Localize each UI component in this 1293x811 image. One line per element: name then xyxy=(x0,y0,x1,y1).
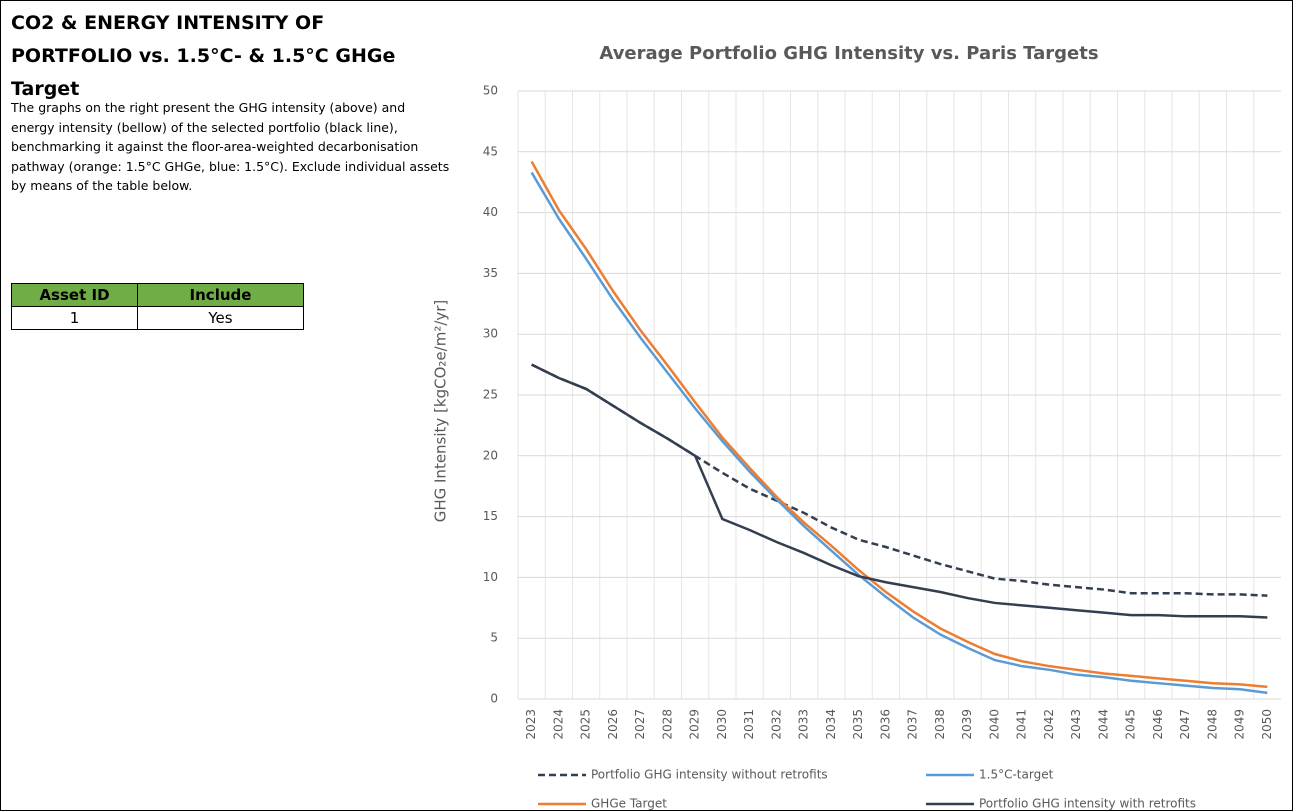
y-tick-label: 50 xyxy=(483,84,498,98)
series-line xyxy=(531,363,1268,619)
x-tick-label: 2050 xyxy=(1260,709,1274,740)
x-tick-label: 2029 xyxy=(688,709,702,740)
y-axis-label: GHG Intensity [kgCO₂e/m²/yr] xyxy=(432,300,450,523)
series-line xyxy=(530,171,1268,695)
x-tick-label: 2027 xyxy=(633,709,647,740)
y-tick-label: 35 xyxy=(483,266,498,280)
y-tick-label: 10 xyxy=(483,570,498,584)
y-tick-label: 25 xyxy=(483,388,498,402)
x-tick-label: 2048 xyxy=(1205,709,1219,740)
description: The graphs on the right present the GHG … xyxy=(11,100,450,193)
x-tick-label: 2040 xyxy=(987,709,1001,740)
y-tick-label: 20 xyxy=(483,448,498,462)
y-tick-label: 0 xyxy=(490,692,498,706)
x-tick-label: 2031 xyxy=(742,709,756,740)
x-tick-label: 2028 xyxy=(660,709,674,740)
x-tick-label: 2033 xyxy=(797,709,811,740)
x-tick-label: 2042 xyxy=(1042,709,1056,740)
x-tick-label: 2041 xyxy=(1015,709,1029,740)
y-tick-label: 15 xyxy=(483,509,498,523)
legend-label: GHGe Target xyxy=(591,797,667,811)
legend-label: Portfolio GHG intensity without retrofit… xyxy=(591,768,828,782)
x-tick-label: 2032 xyxy=(769,709,783,740)
x-tick-label: 2024 xyxy=(551,709,565,740)
cell: Yes xyxy=(137,306,304,330)
y-tick-label: 30 xyxy=(483,327,498,341)
legend-label: Portfolio GHG intensity with retrofits xyxy=(979,797,1196,811)
x-tick-label: 2037 xyxy=(906,709,920,740)
x-tick-label: 2046 xyxy=(1151,709,1165,740)
x-tick-label: 2026 xyxy=(606,709,620,740)
x-tick-label: 2030 xyxy=(715,709,729,740)
x-tick-label: 2034 xyxy=(824,709,838,740)
sheet-title: CO2 & ENERGY INTENSITY OF PORTFOLIO vs. … xyxy=(11,12,396,99)
x-tick-label: 2045 xyxy=(1124,709,1138,740)
y-tick-label: 45 xyxy=(483,144,498,158)
x-tick-label: 2036 xyxy=(878,709,892,740)
series-line xyxy=(531,363,1268,597)
x-tick-label: 2038 xyxy=(933,709,947,740)
legend-label: 1.5°C-target xyxy=(979,768,1054,782)
x-tick-label: 2035 xyxy=(851,709,865,740)
x-tick-label: 2049 xyxy=(1233,709,1247,740)
series-line xyxy=(530,160,1268,689)
x-tick-label: 2025 xyxy=(579,709,593,740)
asset-table: Asset ID Include 1 Yes xyxy=(11,283,304,330)
x-tick-label: 2047 xyxy=(1178,709,1192,740)
x-tick-label: 2043 xyxy=(1069,709,1083,740)
cell: 1 xyxy=(11,306,138,330)
chart-title: Average Portfolio GHG Intensity vs. Pari… xyxy=(599,43,1098,64)
x-tick-label: 2023 xyxy=(524,709,538,740)
y-tick-label: 40 xyxy=(483,205,498,219)
x-tick-label: 2044 xyxy=(1096,709,1110,740)
column-header: Include xyxy=(137,283,304,307)
x-tick-label: 2039 xyxy=(960,709,974,740)
column-header: Asset ID xyxy=(11,283,138,307)
y-tick-label: 5 xyxy=(490,631,498,645)
